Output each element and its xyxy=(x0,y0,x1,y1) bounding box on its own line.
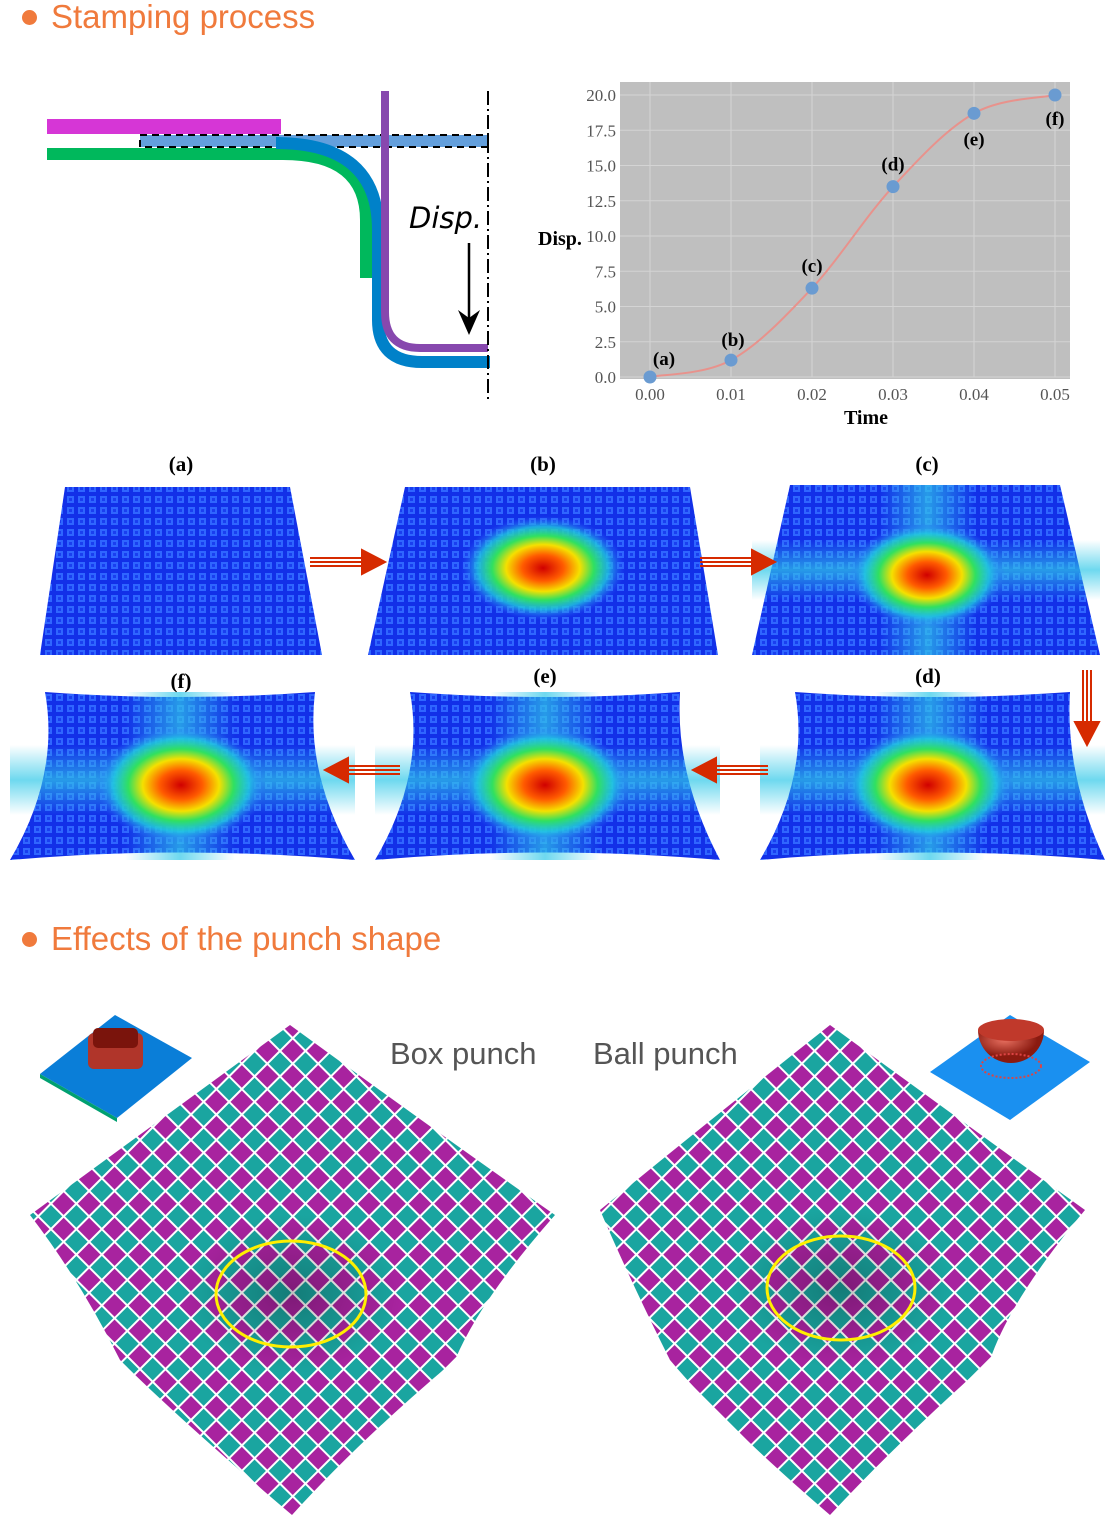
data-point xyxy=(805,281,819,295)
arrow-left-icon xyxy=(690,756,768,784)
y-tick-label: 20.0 xyxy=(586,86,616,105)
y-tick-label: 7.5 xyxy=(595,262,616,281)
ball-punch-inset xyxy=(930,1015,1090,1120)
x-tick-label: 0.00 xyxy=(635,385,665,404)
stage-label-c: (c) xyxy=(915,452,938,476)
blank-holder xyxy=(47,119,281,134)
data-point xyxy=(724,353,738,367)
x-axis-label: Time xyxy=(844,407,888,429)
displacement-time-chart: 0.00 0.01 0.02 0.03 0.04 0.05 0.0 2.5 5.0 7.5 10.0… xyxy=(538,82,1070,429)
panel-b-contour xyxy=(461,516,625,620)
y-tick-label: 0.0 xyxy=(595,368,616,387)
panel-a-mesh xyxy=(40,487,322,655)
data-point xyxy=(967,106,981,120)
disp-label: Disp. xyxy=(409,201,482,235)
section-title-punch-shape: Effects of the punch shape xyxy=(22,920,441,958)
panel-f-contour xyxy=(96,727,266,843)
bullet-icon xyxy=(22,931,37,947)
box-punch-dent xyxy=(181,1214,401,1374)
ball-punch-label: Ball punch xyxy=(593,1036,738,1071)
bullet-icon xyxy=(22,9,37,25)
panel-c-contour xyxy=(849,523,1005,627)
ball-punch-dent xyxy=(731,1208,951,1368)
punch xyxy=(381,91,488,352)
y-axis-label: Disp. xyxy=(538,228,582,250)
x-tick-label: 0.05 xyxy=(1040,385,1070,404)
x-tick-label: 0.04 xyxy=(959,385,989,404)
x-tick-label: 0.02 xyxy=(797,385,827,404)
box-punch-highlight-ellipse xyxy=(214,1239,368,1349)
data-point-label: (c) xyxy=(801,256,822,277)
stage-label-e: (e) xyxy=(533,664,556,688)
data-point-label: (b) xyxy=(721,330,744,351)
data-point xyxy=(1048,88,1062,102)
stamping-schematic: Disp. xyxy=(47,91,490,402)
data-point xyxy=(643,370,657,384)
section-title-text: Effects of the punch shape xyxy=(51,920,442,957)
y-tick-label: 17.5 xyxy=(586,121,616,140)
data-point-label: (d) xyxy=(881,155,904,176)
data-point-label: (a) xyxy=(653,349,675,370)
section-title-stamping: Stamping process xyxy=(22,0,315,36)
panel-d-contour xyxy=(843,727,1013,843)
stage-label-a: (a) xyxy=(169,452,194,476)
section-title-text: Stamping process xyxy=(51,0,316,35)
x-tick-label: 0.03 xyxy=(878,385,908,404)
stage-label-d: (d) xyxy=(915,664,941,688)
data-point-label: (e) xyxy=(963,129,984,150)
y-tick-label: 10.0 xyxy=(586,227,616,246)
data-point xyxy=(886,180,900,194)
plot-background xyxy=(620,82,1070,379)
formed-sheet xyxy=(275,137,490,368)
y-tick-label: 5.0 xyxy=(595,298,616,317)
arrow-right-icon xyxy=(310,548,388,576)
box-punch-inset xyxy=(40,1015,192,1122)
arrow-right-icon xyxy=(700,548,778,576)
stage-label-f: (f) xyxy=(171,669,192,693)
y-tick-label: 15.0 xyxy=(586,157,616,176)
die xyxy=(47,148,372,278)
arrow-head-icon xyxy=(458,310,480,335)
ball-punch-highlight-ellipse xyxy=(765,1234,917,1342)
panel-e-contour xyxy=(460,727,630,843)
y-tick-label: 12.5 xyxy=(586,192,616,211)
data-point-label: (f) xyxy=(1046,109,1065,130)
arrow-down-icon xyxy=(1073,670,1101,748)
arrow-left-icon xyxy=(322,756,400,784)
x-tick-label: 0.01 xyxy=(716,385,746,404)
simulation-sequence: (a) (b) (c) (f) (e) (d) xyxy=(10,452,1105,860)
stage-label-b: (b) xyxy=(530,452,556,476)
box-punch-label: Box punch xyxy=(390,1036,537,1071)
y-tick-label: 2.5 xyxy=(595,333,616,352)
punch-shape-comparison xyxy=(30,1015,1090,1515)
